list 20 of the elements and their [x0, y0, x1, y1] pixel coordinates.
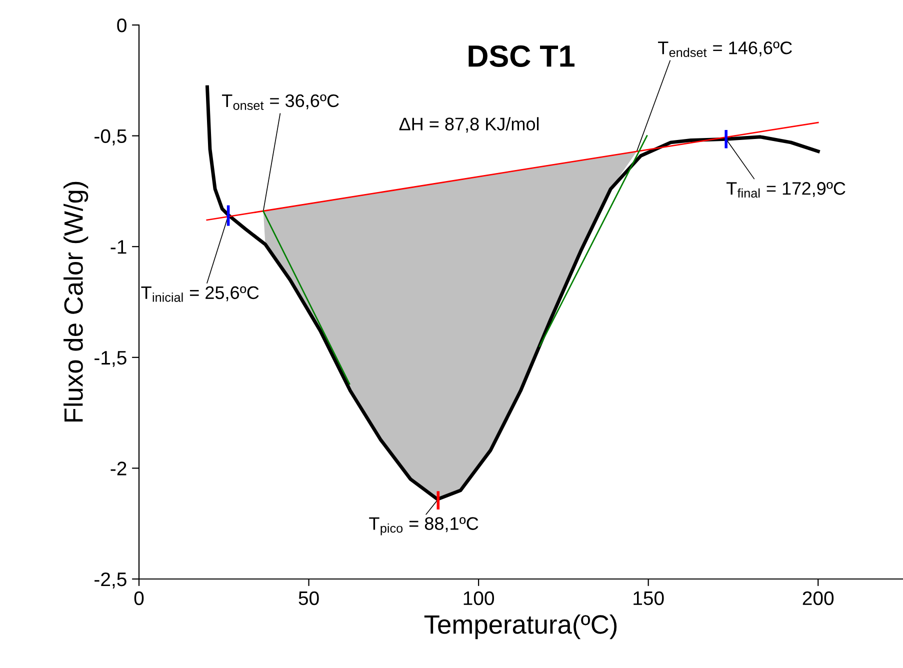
y-tick-label: -2 [110, 462, 126, 476]
x-tick-label: 200 [802, 591, 834, 606]
x-axis-title: Temperatura(ºC) [424, 614, 617, 640]
x-tick-label: 100 [464, 591, 494, 606]
x-tick-label: 150 [634, 591, 664, 606]
text: DSC T1 [468, 45, 574, 67]
annotation: T$_{onset}$ = 36,6ºC [222, 94, 339, 110]
y-tick-label: -1 [110, 240, 126, 254]
annotation: T$_{final}$ = 172,9ºC [726, 182, 846, 198]
y-tick-label: -1,5 [94, 351, 126, 367]
annotation: T$_{endset}$ = 146,6ºC [658, 41, 792, 58]
x-tick-label: 50 [298, 591, 319, 606]
annotation: T$_{pico}$ = 88,1ºC [369, 517, 478, 536]
y-tick-label: 0 [117, 18, 126, 32]
y-tick-label: -2,5 [94, 572, 126, 589]
annotation: ΔH = 87,8 KJ/mol [399, 117, 539, 133]
annotation: T$_{inicial}$ = 25,6ºC [141, 286, 259, 302]
x-tick-label: 0 [134, 591, 144, 606]
y-axis-title: Fluxo de Calor (W/g) [64, 182, 88, 422]
y-tick-label: -0,5 [94, 129, 126, 146]
